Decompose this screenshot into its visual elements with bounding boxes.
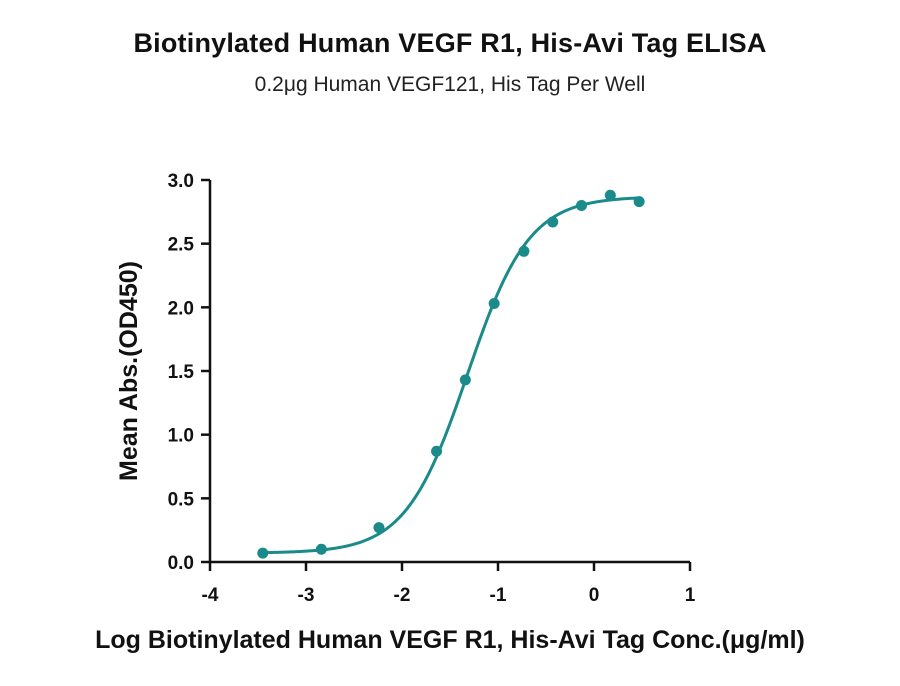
data-point (576, 199, 588, 211)
data-point (373, 522, 385, 534)
x-tick-label: -2 (394, 585, 411, 606)
data-point (431, 445, 443, 457)
y-tick-label: 0.0 (168, 553, 194, 574)
fit-curve (262, 196, 640, 555)
data-point (459, 374, 471, 386)
y-tick-label: 0.5 (168, 489, 195, 510)
data-point (547, 216, 559, 228)
y-tick-label: 2.5 (168, 235, 195, 256)
data-point (315, 543, 327, 555)
chart-subtitle: 0.2μg Human VEGF121, His Tag Per Well (254, 73, 646, 96)
y-axis-title: Mean Abs.(OD450) (115, 261, 143, 481)
data-point (633, 196, 645, 208)
data-points (257, 189, 645, 559)
data-point (257, 547, 269, 559)
data-point (604, 189, 616, 201)
x-tick-label: -4 (202, 585, 219, 606)
x-tick-label: -1 (490, 585, 507, 606)
x-axis-title: Log Biotinylated Human VEGF R1, His-Avi … (95, 626, 805, 654)
x-tick-label: 0 (589, 585, 600, 606)
ticks: 0.0 0.5 1.0 1.5 2.0 2.5 3.0 -4 -3 -2 -1 0 1 (168, 171, 696, 606)
y-tick-label: 3.0 (168, 171, 194, 192)
y-tick-label: 1.5 (168, 362, 195, 383)
y-tick-label: 2.0 (168, 298, 194, 319)
x-tick-label: 1 (685, 585, 696, 606)
x-tick-label: -3 (298, 585, 315, 606)
data-point (518, 245, 530, 257)
axes (208, 180, 690, 564)
y-tick-label: 1.0 (168, 426, 194, 447)
data-point (488, 298, 500, 310)
chart-title: Biotinylated Human VEGF R1, His-Avi Tag … (133, 28, 767, 58)
